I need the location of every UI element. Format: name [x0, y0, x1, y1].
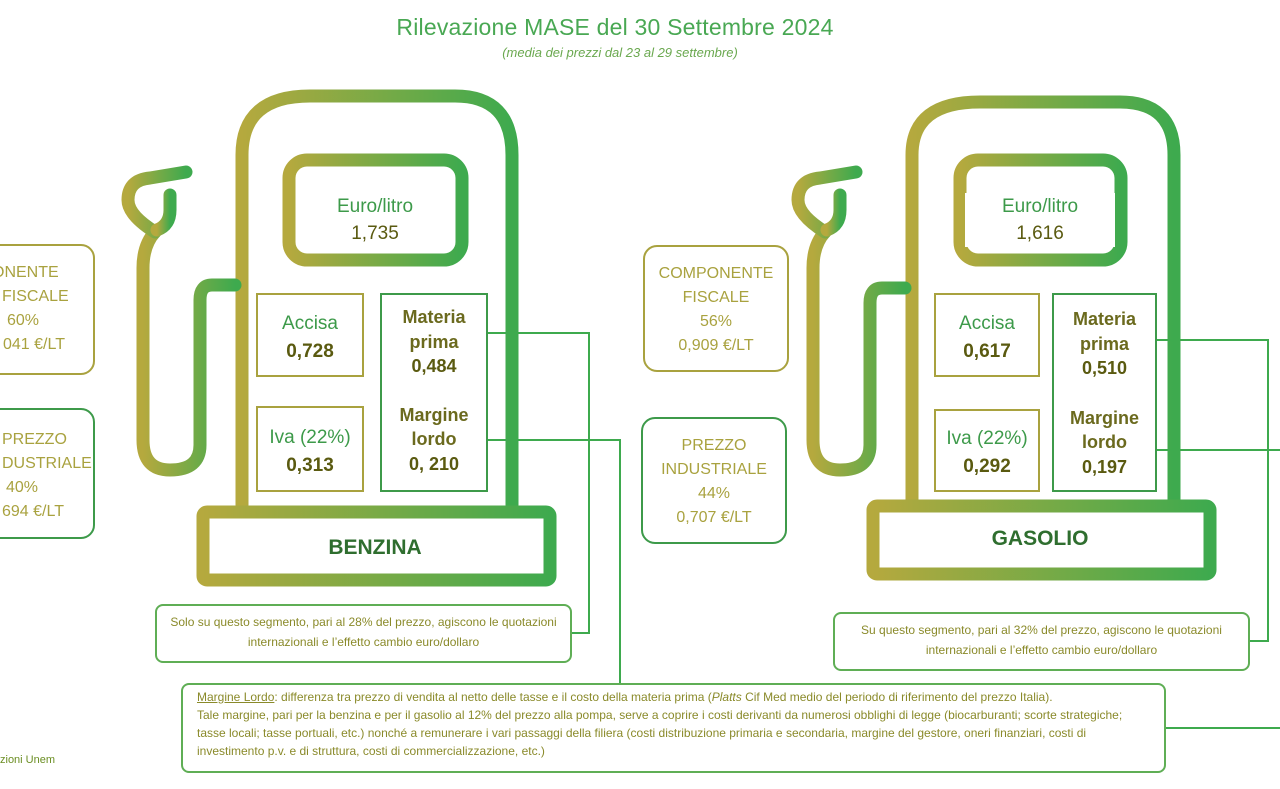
benzina-industrial-box: Materia prima 0,484 Margine lordo 0, 210	[380, 293, 488, 492]
gasolio-materia-label-1: Materia	[1072, 309, 1137, 329]
margine-lordo-text-1: : differenza tra prezzo di vendita al ne…	[274, 690, 712, 704]
benzina-margine-label-2: lordo	[411, 429, 457, 449]
gasolio-accisa-box: Accisa 0,617	[934, 293, 1040, 377]
margine-lordo-note: Margine Lordo: differenza tra prezzo di …	[181, 683, 1166, 773]
benzina-iva-value: 0,313	[286, 455, 334, 476]
gasolio-materia-value: 0,510	[1081, 358, 1128, 378]
benzina-accisa-label: Accisa	[282, 313, 338, 334]
benzina-euro-litro-label: Euro/litro	[336, 196, 414, 217]
gasolio-margine-label-1: Margine	[1069, 407, 1139, 428]
benzina-materia-label-2: prima	[409, 331, 459, 352]
gasolio-fiscale-eur: 0,909 €/LT	[678, 337, 754, 354]
benzina-fiscale-pct: 60%	[7, 312, 40, 329]
benzina-fiscale-label-1: MPONENTE	[0, 264, 59, 281]
gasolio-accisa-value: 0,617	[963, 341, 1011, 362]
benzina-euro-litro-value: 1,735	[351, 223, 399, 244]
gasolio-pump-icon	[791, 95, 1217, 581]
gasolio-margine-label-2: lordo	[1082, 432, 1127, 452]
gasolio-name: GASOLIO	[945, 527, 1135, 551]
margine-lordo-term: Margine Lordo	[197, 690, 275, 704]
gasolio-euro-litro-value: 1,616	[1016, 223, 1064, 244]
gasolio-materia-label-2: prima	[1079, 333, 1130, 354]
page-subtitle: (media dei prezzi dal 23 al 29 settembre…	[502, 45, 738, 60]
benzina-iva-box: Iva (22%) 0,313	[256, 406, 364, 492]
gasolio-industrial-box: Materia prima 0,510 Margine lordo 0,197	[1052, 293, 1157, 492]
gasolio-industriale-label-1: PREZZO	[681, 437, 747, 454]
margine-lordo-text-3: Tale margine, pari per la benzina e per …	[197, 708, 1123, 758]
benzina-accisa-box: Accisa 0,728	[256, 293, 364, 377]
gasolio-industriale-box: PREZZO INDUSTRIALE 44% 0,707 €/LT	[641, 417, 787, 544]
benzina-industriale-label-2: DUSTRIALE	[2, 455, 92, 472]
benzina-iva-label: Iva (22%)	[269, 427, 351, 448]
benzina-fiscale-eur: 041 €/LT	[3, 336, 65, 353]
benzina-industriale-pct: 40%	[6, 479, 39, 496]
source-note: zioni Unem	[0, 754, 56, 766]
benzina-segment-note: Solo su questo segmento, pari al 28% del…	[155, 604, 572, 663]
gasolio-fiscale-label-2: FISCALE	[682, 289, 750, 306]
benzina-industriale-box: PREZZO DUSTRIALE 40% 694 €/LT	[0, 408, 95, 539]
gasolio-iva-box: Iva (22%) 0,292	[934, 409, 1040, 492]
gasolio-fiscale-pct: 56%	[699, 313, 733, 330]
benzina-margine-label-1: Margine	[399, 404, 469, 425]
gasolio-industriale-eur: 0,707 €/LT	[676, 509, 752, 526]
connector-lines	[487, 332, 1280, 729]
benzina-price-box: Euro/litro 1,735	[300, 193, 450, 247]
gasolio-fiscale-box: COMPONENTE FISCALE 56% 0,909 €/LT	[643, 245, 789, 372]
benzina-pump-icon	[121, 89, 557, 587]
gasolio-fiscale-label-1: COMPONENTE	[658, 265, 774, 282]
gasolio-margine-value: 0,197	[1081, 456, 1128, 477]
benzina-materia-label-1: Materia	[402, 307, 466, 327]
benzina-fiscale-label-2: FISCALE	[2, 288, 69, 305]
gasolio-accisa-label: Accisa	[959, 313, 1015, 334]
benzina-industriale-label-1: PREZZO	[2, 431, 67, 448]
gasolio-iva-value: 0,292	[963, 456, 1011, 477]
margine-lordo-text-2: Cif Med medio del periodo di riferimento…	[741, 690, 1053, 704]
benzina-name: BENZINA	[280, 536, 470, 560]
page-title: Rilevazione MASE del 30 Settembre 2024	[396, 14, 834, 40]
gasolio-euro-litro-label: Euro/litro	[1001, 196, 1079, 217]
gasolio-industriale-label-2: INDUSTRIALE	[661, 461, 767, 478]
gasolio-industriale-pct: 44%	[697, 485, 731, 502]
benzina-materia-value: 0,484	[411, 356, 457, 376]
gasolio-segment-note: Su questo segmento, pari al 32% del prez…	[833, 612, 1250, 671]
benzina-margine-value: 0, 210	[408, 453, 460, 474]
gasolio-price-box: Euro/litro 1,616	[965, 193, 1115, 247]
benzina-fiscale-box: MPONENTE FISCALE 60% 041 €/LT	[0, 244, 95, 375]
margine-lordo-platts: Platts	[711, 690, 742, 704]
benzina-accisa-value: 0,728	[286, 341, 334, 362]
gasolio-iva-label: Iva (22%)	[946, 428, 1028, 449]
benzina-industriale-eur: 694 €/LT	[2, 503, 64, 520]
